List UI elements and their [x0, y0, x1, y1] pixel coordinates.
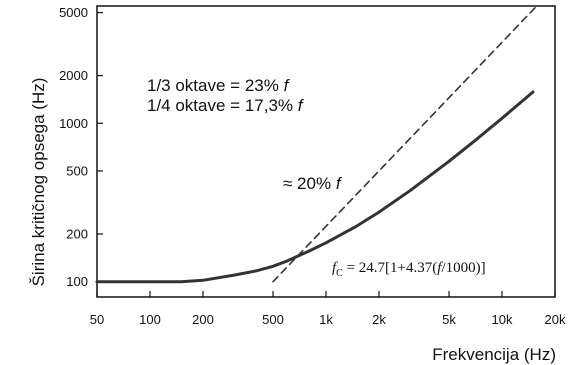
y-tick-label: 100 — [66, 274, 88, 289]
y-tick-label: 1000 — [59, 116, 88, 131]
x-tick-label: 10k — [492, 312, 513, 327]
critical-bandwidth-curve — [95, 90, 535, 284]
y-axis: 100 200 500 1000 2000 5000 — [59, 5, 103, 289]
y-tick-label: 200 — [66, 226, 88, 241]
x-tick-label: 50 — [90, 312, 104, 327]
x-tick-label: 200 — [192, 312, 214, 327]
formula-label: fC = 24.7[1+4.37(f/1000)] — [332, 260, 486, 279]
x-tick-label: 1k — [319, 312, 333, 327]
y-tick-label: 500 — [66, 163, 88, 178]
annotation-third-octave: 1/3 oktave = 23% f — [147, 76, 291, 95]
plot-frame — [96, 5, 556, 298]
annotation-twenty-percent: ≈ 20% f — [283, 174, 343, 193]
x-tick-label: 5k — [442, 312, 456, 327]
annotation-quarter-octave: 1/4 oktave = 17,3% f — [147, 96, 305, 115]
plot-frame-border — [96, 5, 556, 298]
x-axis: 50 100 200 500 1k 2k 5k 10k 20k — [90, 291, 566, 327]
x-tick-label: 20k — [545, 312, 566, 327]
x-tick-label: 100 — [139, 312, 161, 327]
x-tick-label: 2k — [372, 312, 386, 327]
y-tick-label: 2000 — [59, 68, 88, 83]
x-axis-label: Frekvencija (Hz) — [432, 345, 556, 364]
series-group — [95, 6, 537, 284]
y-tick-label: 5000 — [59, 5, 88, 20]
y-axis-label: Širina kritičnog opsega (Hz) — [29, 78, 48, 287]
x-tick-label: 500 — [262, 312, 284, 327]
twenty-percent-dashed-line — [272, 6, 537, 283]
